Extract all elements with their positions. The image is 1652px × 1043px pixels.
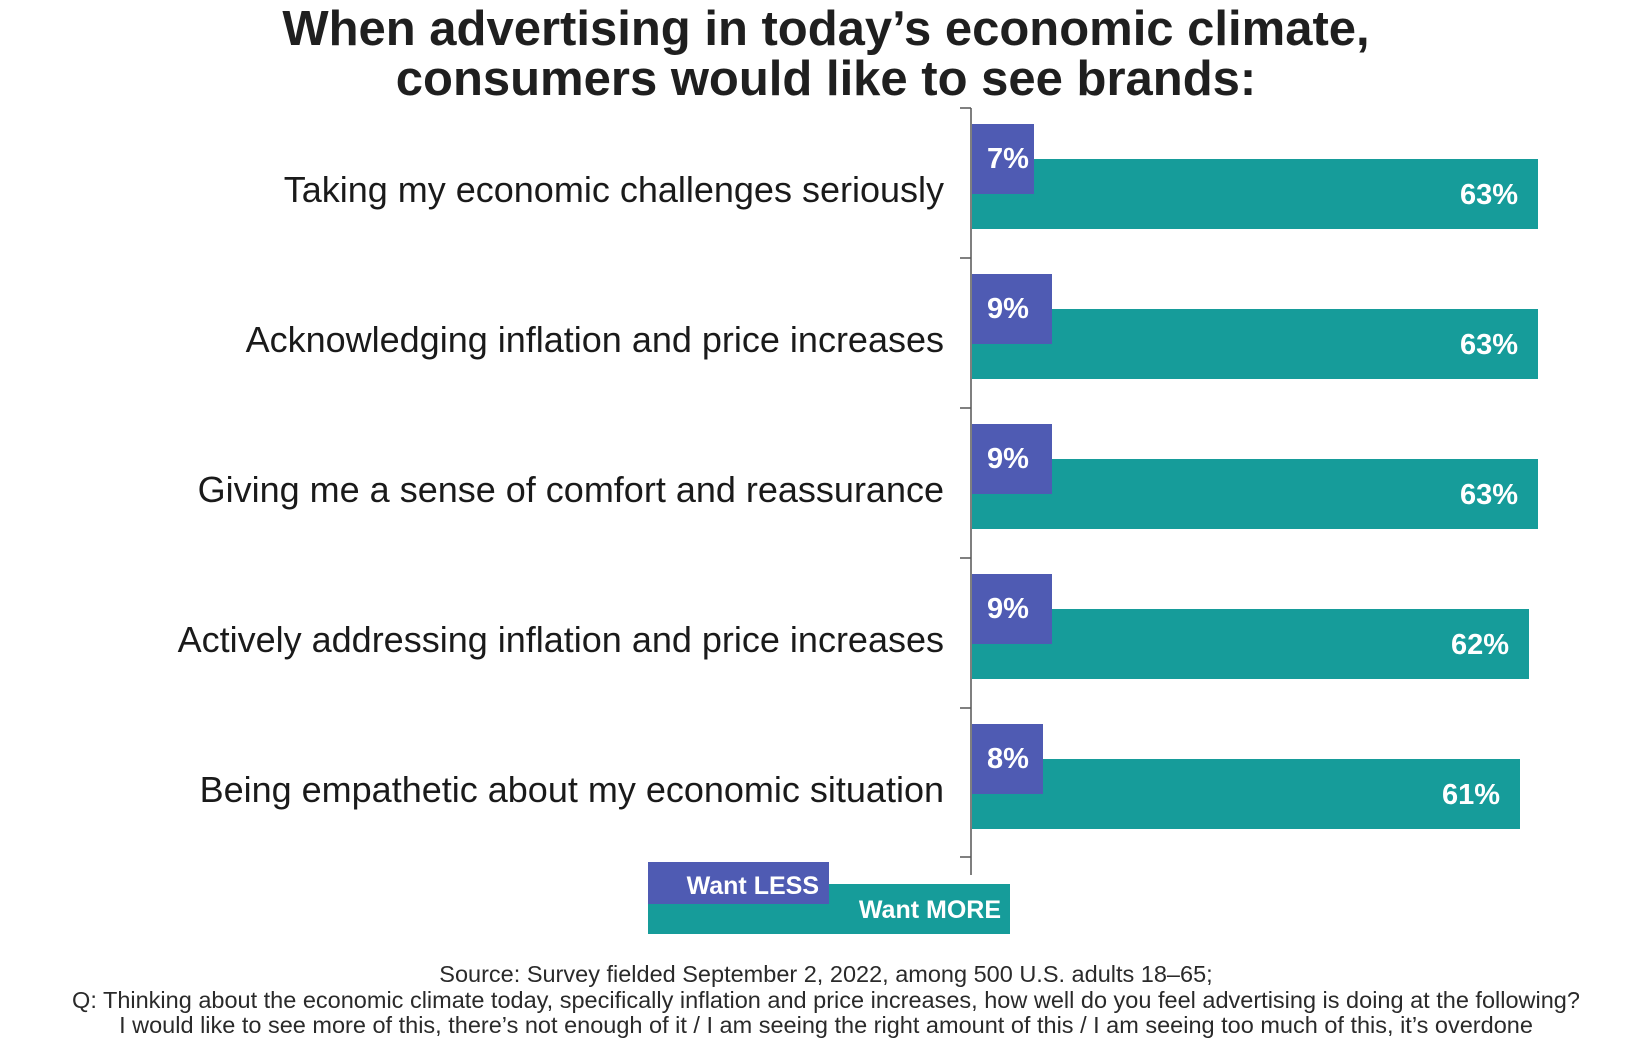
bar-want-more	[972, 309, 1538, 379]
data-label-want-more: 61%	[1442, 779, 1500, 811]
data-label-want-less: 8%	[987, 743, 1029, 775]
category-label: Giving me a sense of comfort and reassur…	[198, 469, 944, 510]
chart-title-line-2: consumers would like to see brands:	[395, 52, 1257, 106]
bar-want-less	[972, 274, 1052, 344]
legend-swatch-want-less	[648, 862, 829, 904]
legend-label-want-more: Want MORE	[859, 896, 1001, 924]
data-label-want-less: 9%	[987, 593, 1029, 625]
source-note: Source: Survey fielded September 2, 2022…	[439, 961, 1213, 987]
chart-footer: Source: Survey fielded September 2, 2022…	[0, 961, 1652, 1039]
data-label-want-more: 63%	[1460, 329, 1518, 361]
data-label-want-less: 7%	[987, 143, 1029, 175]
category-label: Being empathetic about my economic situa…	[200, 769, 944, 810]
data-label-want-more: 62%	[1451, 629, 1509, 661]
data-label-want-less: 9%	[987, 293, 1029, 325]
bar-want-less	[972, 574, 1052, 644]
bar-want-less	[972, 424, 1052, 494]
bar-want-more	[972, 159, 1538, 229]
response-options-note: I would like to see more of this, there’…	[119, 1012, 1533, 1038]
bar-want-more	[972, 459, 1538, 529]
chart-title-line-1: When advertising in today’s economic cli…	[282, 2, 1370, 56]
bar-want-more	[972, 759, 1520, 829]
data-label-want-less: 9%	[987, 443, 1029, 475]
bar-want-less	[972, 124, 1034, 194]
question-note: Q: Thinking about the economic climate t…	[72, 986, 1580, 1013]
category-label: Actively addressing inflation and price …	[178, 619, 944, 660]
category-label: Acknowledging inflation and price increa…	[246, 319, 944, 360]
category-label: Taking my economic challenges seriously	[284, 169, 944, 210]
legend-label-want-less: Want LESS	[687, 872, 819, 900]
data-label-want-more: 63%	[1460, 479, 1518, 511]
data-label-want-more: 63%	[1460, 179, 1518, 211]
chart-title: When advertising in today’s economic cli…	[0, 4, 1652, 104]
bar-want-less	[972, 724, 1043, 794]
bar-want-more	[972, 609, 1529, 679]
